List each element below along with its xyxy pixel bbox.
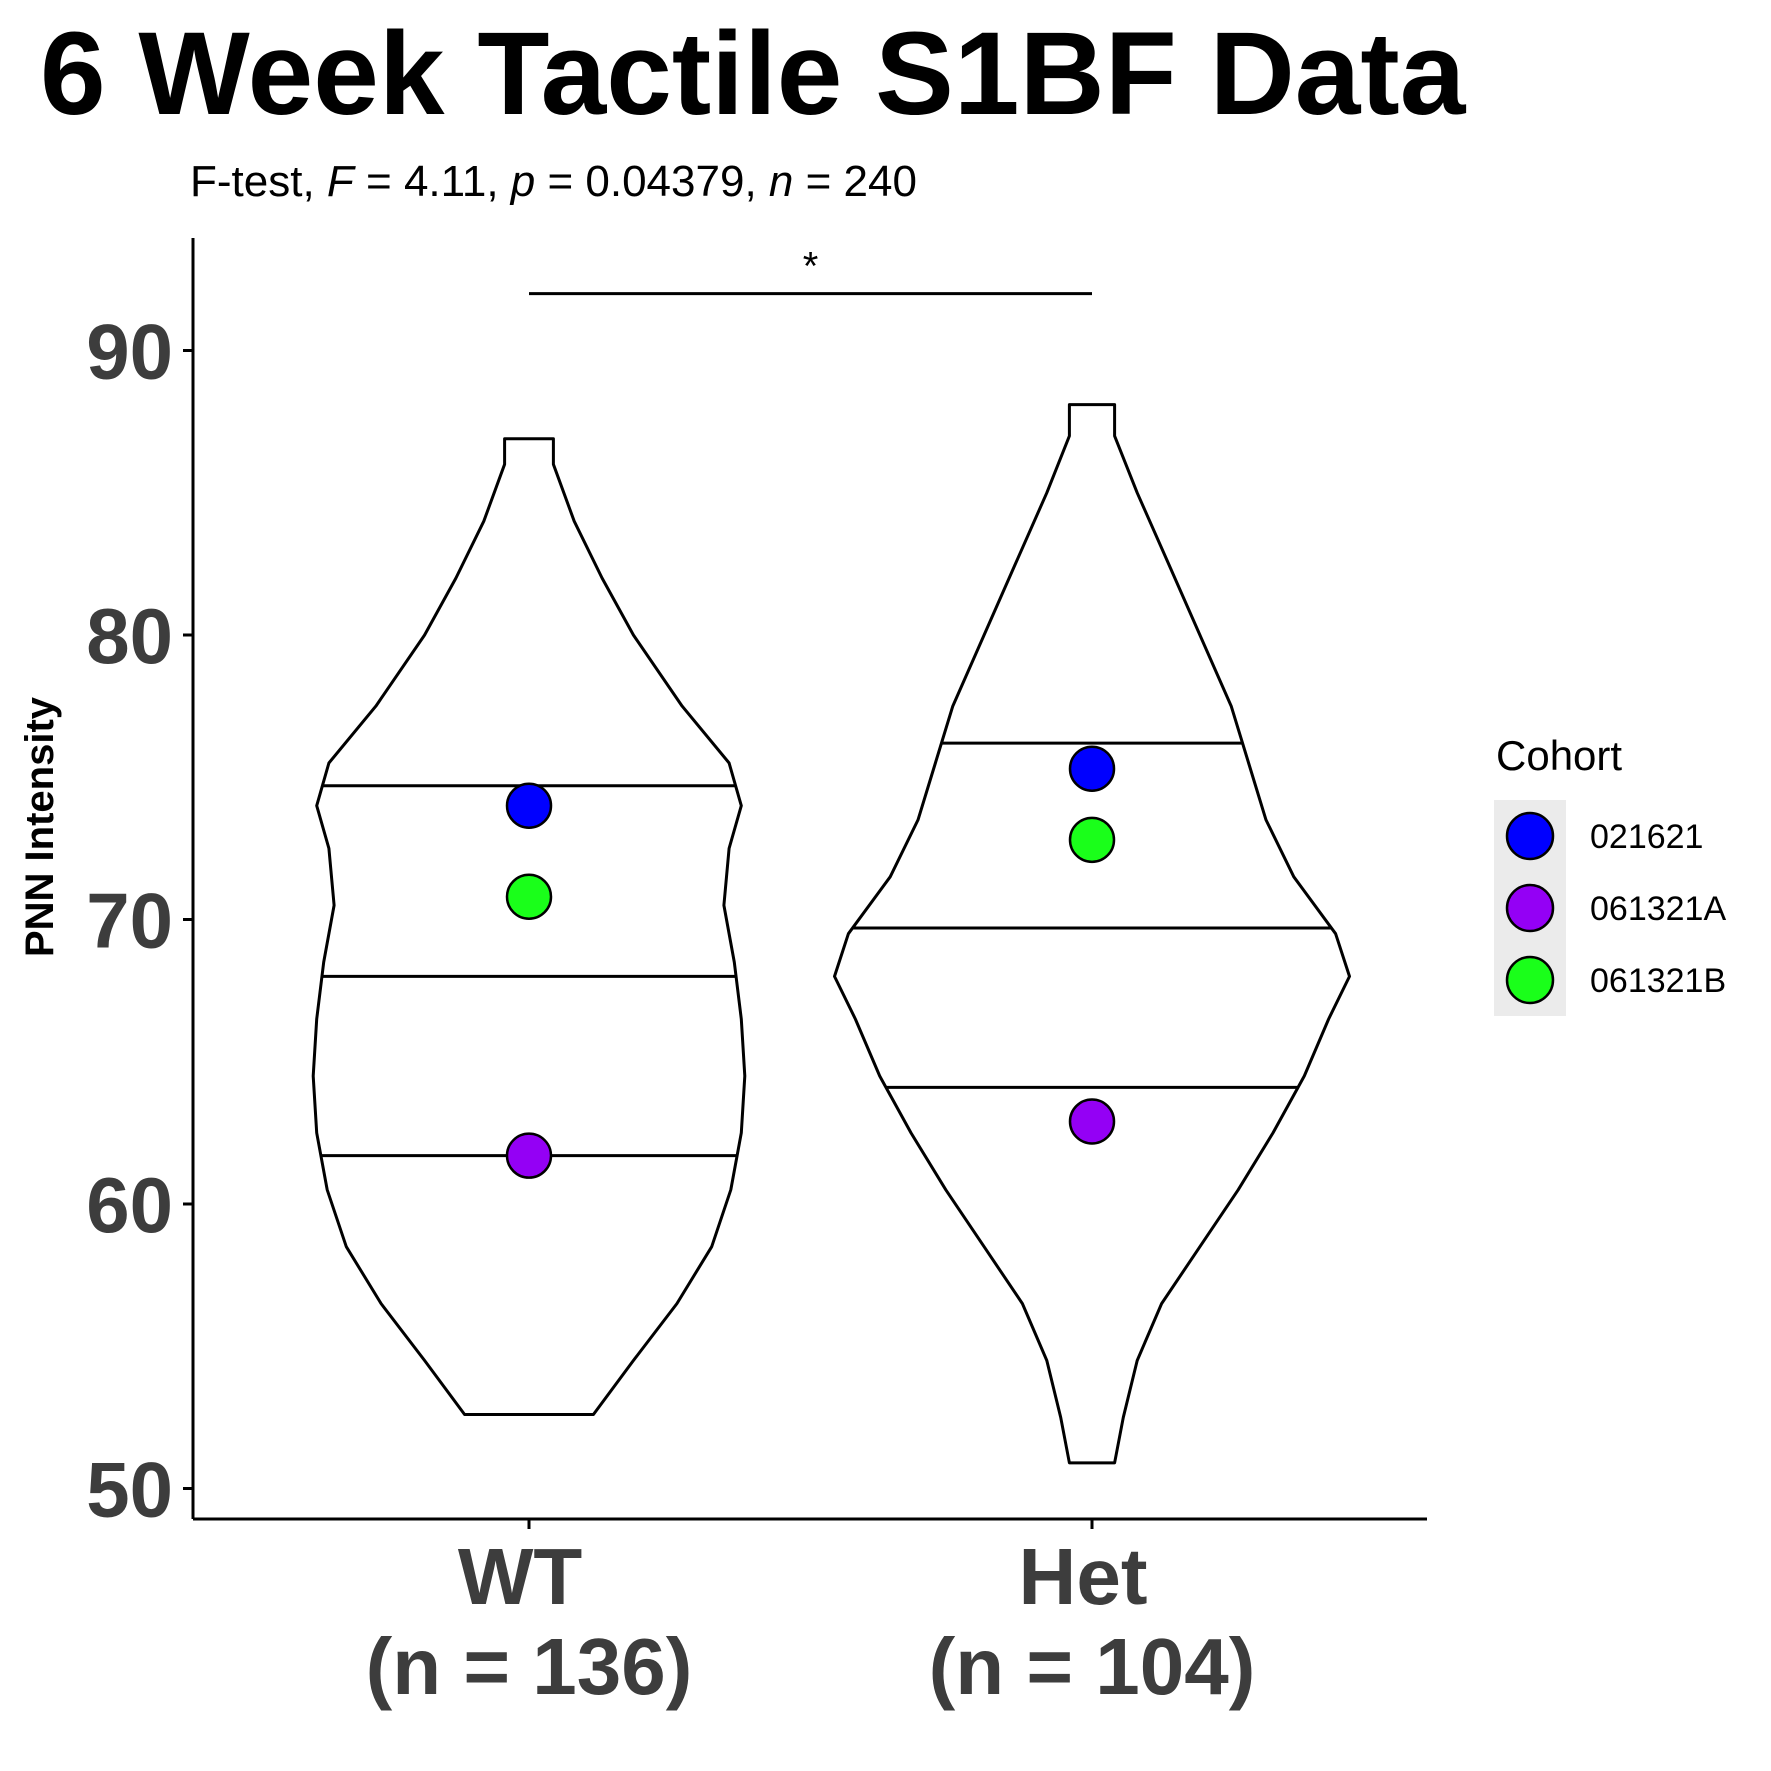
chart-title: 6 Week Tactile S1BF Data: [40, 8, 1467, 140]
y-tick-label: 90: [86, 308, 173, 396]
data-point: [1068, 816, 1116, 864]
data-point: [505, 873, 553, 920]
y-tick-label: 50: [86, 1446, 173, 1534]
x-tick-n-label: (n = 136): [366, 1622, 693, 1711]
data-point: [505, 782, 553, 829]
data-point: [1068, 745, 1116, 792]
data-point: [1068, 1098, 1116, 1145]
x-tick-label: Het: [1019, 1532, 1148, 1621]
y-axis-label: PNN Intensity: [18, 696, 62, 957]
data-point: [505, 1132, 553, 1179]
violin-wt: [311, 437, 747, 1416]
legend-entry-label: 061321A: [1590, 890, 1726, 928]
y-tick-label: 80: [86, 592, 173, 680]
x-tick-label: WT: [458, 1532, 583, 1621]
legend-swatch: [1505, 811, 1555, 861]
legend-title: Cohort: [1496, 732, 1622, 779]
violin-het: [833, 403, 1351, 1465]
legend-entry-label: 061321B: [1590, 962, 1726, 1000]
plot-area: *: [311, 245, 1351, 1465]
legend-entry-label: 021621: [1590, 818, 1703, 856]
y-tick-label: 70: [86, 877, 173, 965]
legend: Cohort 021621 061321A 061321B: [1494, 732, 1726, 1016]
x-tick-n-label: (n = 104): [929, 1622, 1256, 1711]
legend-swatch: [1505, 955, 1555, 1005]
y-tick-label: 60: [86, 1161, 173, 1249]
axes: 50 60 70 80 90 WT(n = 136) Het(n = 104): [86, 238, 1427, 1711]
significance-label: *: [803, 245, 819, 289]
legend-swatch: [1505, 883, 1555, 933]
chart-subtitle: F-test, F = 4.11, p = 0.04379, n = 240: [190, 157, 917, 206]
